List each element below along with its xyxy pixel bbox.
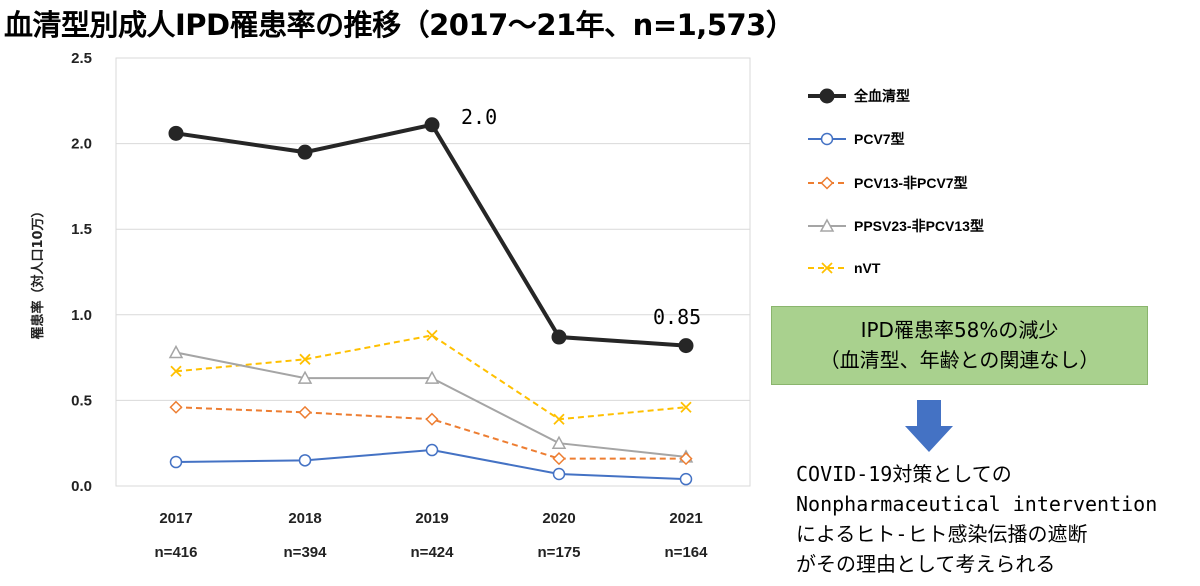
data-point (425, 443, 439, 457)
data-point (551, 329, 567, 345)
legend-marker (819, 88, 835, 104)
series-line (175, 351, 687, 458)
x-tick-label: 2017 (159, 510, 192, 527)
x-tick-sublabel: n=164 (665, 544, 709, 561)
x-tick-label: 2020 (542, 510, 575, 527)
legend-label: nVT (854, 260, 881, 276)
series-4 (170, 329, 692, 425)
x-tick-label: 2021 (669, 510, 702, 527)
annotation-2021-value: 0.85 (653, 305, 701, 329)
data-point (679, 452, 693, 466)
legend-label: PCV13-非PCV7型 (854, 175, 968, 191)
data-point (299, 353, 311, 365)
x-axis-ticks: 2017 n=416 2018 n=394 2019 n=424 2020 n=175 2021… (155, 510, 709, 561)
data-point (297, 144, 313, 160)
x-tick-label: 2019 (415, 510, 448, 527)
data-point (426, 329, 438, 341)
data-point (552, 467, 566, 481)
gridlines (116, 57, 750, 487)
y-tick-label: 0.0 (71, 478, 92, 495)
data-point (424, 370, 440, 384)
data-point (678, 338, 694, 354)
series-1 (169, 443, 693, 486)
y-tick-label: 2.5 (71, 50, 92, 67)
x-tick-sublabel: n=424 (411, 544, 455, 561)
down-arrow-icon (905, 400, 953, 452)
legend-marker (820, 132, 834, 146)
data-point (169, 400, 183, 414)
data-point (297, 370, 313, 384)
data-point (680, 401, 692, 413)
data-point (424, 117, 440, 133)
x-tick-label: 2018 (288, 510, 321, 527)
data-point (168, 125, 184, 141)
legend-label: PCV7型 (854, 131, 905, 147)
summary-line-1: IPD罹患率58%の減少 (860, 318, 1059, 342)
explanation-text: COVID-19対策としての Nonpharmaceutical interve… (796, 459, 1196, 579)
legend-label: PPSV23-非PCV13型 (854, 218, 984, 234)
y-tick-label: 0.5 (71, 392, 92, 409)
data-point (168, 344, 184, 359)
legend-item: PCV13-非PCV7型 (808, 175, 968, 191)
x-tick-sublabel: n=416 (155, 544, 198, 561)
explanation-line-1: COVID-19対策としての (796, 462, 1012, 486)
data-point (169, 455, 183, 469)
legend-item: nVT (808, 260, 881, 276)
y-axis-label: 罹患率（対人口10万） (30, 204, 46, 339)
data-point (679, 472, 693, 486)
chart-title: 血清型別成人IPD罹患率の推移（2017～21年、n=1,573） (4, 8, 795, 42)
legend-marker (820, 176, 834, 190)
data-point (170, 365, 182, 377)
legend-marker (821, 262, 833, 274)
data-point (298, 454, 312, 467)
series-2 (169, 400, 693, 466)
series-0 (168, 117, 694, 354)
data-point (425, 412, 439, 426)
legend-item: PPSV23-非PCV13型 (808, 218, 984, 234)
explanation-line-4: がその理由として考えられる (796, 552, 1056, 576)
data-point (298, 405, 312, 419)
legend-item: PCV7型 (808, 131, 905, 147)
data-point (552, 452, 566, 466)
series-line (175, 334, 687, 421)
y-tick-label: 2.0 (71, 136, 92, 153)
x-tick-sublabel: n=175 (538, 544, 581, 561)
legend: 全血清型 PCV7型 PCV13-非PCV7型 PPSV23-非PCV13型 nVT (808, 88, 984, 276)
data-point (553, 413, 565, 425)
legend-label: 全血清型 (853, 88, 910, 104)
explanation-line-3: によるヒト-ヒト感染伝播の遮断 (796, 522, 1088, 546)
y-axis-ticks: 0.0 0.5 1.0 1.5 2.0 2.5 (71, 50, 92, 495)
y-tick-label: 1.0 (71, 307, 92, 324)
summary-line-2: （血清型、年齢との関連なし） (819, 348, 1100, 372)
data-point (551, 435, 567, 449)
series-line (175, 406, 686, 460)
y-tick-label: 1.5 (71, 221, 92, 238)
explanation-line-2: Nonpharmaceutical intervention (796, 492, 1158, 516)
legend-marker (819, 218, 835, 232)
summary-box: IPD罹患率58%の減少 （血清型、年齢との関連なし） (771, 306, 1148, 385)
legend-item: 全血清型 (808, 88, 910, 104)
series-line (175, 122, 687, 348)
series-group (168, 117, 694, 486)
annotation-2019-value: 2.0 (461, 105, 497, 129)
x-tick-sublabel: n=394 (284, 544, 328, 561)
